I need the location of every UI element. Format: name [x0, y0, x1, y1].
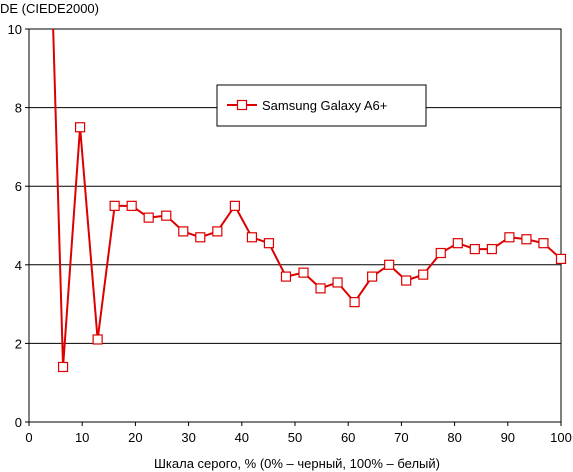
y-axis-title: DE (CIEDE2000) [0, 1, 99, 16]
legend: Samsung Galaxy A6+ [216, 84, 427, 127]
data-point [126, 200, 137, 211]
y-tick-label-6: 6 [15, 179, 22, 194]
data-point [143, 212, 154, 223]
y-tick-label-4: 4 [15, 258, 22, 273]
x-tick-label-60: 60 [341, 430, 355, 445]
data-point [367, 271, 378, 282]
x-tick-label-20: 20 [128, 430, 142, 445]
data-point [504, 232, 515, 243]
x-tick-label-90: 90 [501, 430, 515, 445]
data-point [195, 232, 206, 243]
data-point [92, 334, 103, 345]
markers-layer [57, 122, 567, 373]
y-tick-label-10: 10 [8, 22, 22, 37]
data-point [280, 271, 292, 282]
data-point [212, 226, 223, 237]
data-point [521, 234, 532, 245]
y-tick-label-8: 8 [15, 101, 22, 116]
x-tick-label-10: 10 [75, 430, 89, 445]
data-point [469, 243, 480, 255]
data-point [538, 238, 549, 249]
legend-label: Samsung Galaxy A6+ [262, 98, 387, 113]
data-point [486, 243, 497, 255]
data-point [332, 277, 343, 288]
x-axis-title: Шкала серого, % (0% – черный, 100% – бел… [154, 456, 440, 471]
y-axis-ticks: 0 2 4 6 8 10 [8, 22, 29, 430]
data-point [74, 122, 86, 133]
x-tick-label-50: 50 [288, 430, 302, 445]
x-tick-label-30: 30 [181, 430, 195, 445]
data-point [161, 210, 172, 221]
data-point [109, 200, 120, 211]
data-point [349, 297, 360, 308]
data-point [229, 200, 240, 211]
data-point [178, 226, 189, 237]
data-point [452, 238, 463, 249]
grid-lines [29, 107, 561, 344]
x-tick-label-80: 80 [447, 430, 461, 445]
series-line [52, 29, 561, 368]
x-tick-label-0: 0 [25, 430, 32, 445]
data-point [401, 275, 412, 286]
data-point [435, 247, 446, 259]
data-point [384, 259, 395, 270]
data-point [418, 269, 429, 280]
data-point [555, 253, 567, 265]
x-tick-label-100: 100 [550, 430, 572, 445]
legend-marker-sample [236, 99, 248, 111]
data-point [57, 361, 69, 373]
data-point [298, 267, 309, 278]
data-point [263, 238, 275, 249]
data-point [246, 232, 258, 243]
y-tick-label-2: 2 [15, 336, 22, 351]
data-point [315, 283, 326, 294]
y-tick-label-0: 0 [15, 415, 22, 430]
series-layer [52, 29, 561, 368]
x-tick-label-70: 70 [394, 430, 408, 445]
x-axis-ticks: 0 10 20 30 40 50 60 70 80 90 100 [25, 422, 572, 445]
x-tick-label-40: 40 [235, 430, 249, 445]
